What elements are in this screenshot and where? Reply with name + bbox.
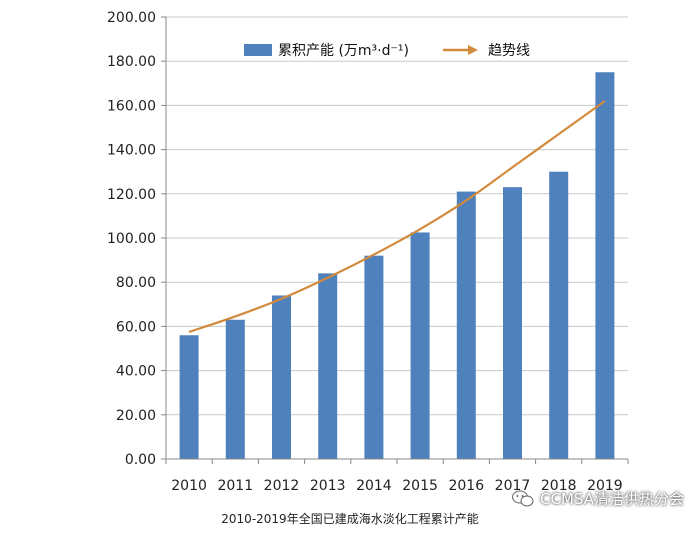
legend: 累积产能 (万m³·d⁻¹) 趋势线 [244, 43, 530, 59]
y-tick-label: 20.00 [116, 408, 156, 424]
legend-bar-label: 累积产能 (万m³·d⁻¹) [278, 43, 409, 59]
y-tick-label: 80.00 [116, 275, 156, 291]
legend-trend-label: 趋势线 [488, 43, 530, 59]
y-tick-label: 40.00 [116, 364, 156, 380]
wechat-icon [512, 490, 534, 506]
watermark: CCMSA清洁供热分会 [512, 488, 684, 509]
y-tick-label: 160.00 [107, 98, 156, 114]
x-tick-label: 2013 [310, 478, 346, 494]
x-tick-label: 2016 [448, 478, 484, 494]
x-tick-label: 2018 [541, 478, 577, 494]
bar-2017 [503, 187, 522, 460]
bar-2010 [179, 335, 199, 459]
x-tick-label: 2015 [402, 478, 438, 494]
x-tick-label: 2017 [495, 478, 531, 494]
legend-bar-swatch [244, 44, 272, 56]
y-tick-labels: 0.00 20.00 40.00 60.00 80.00 100.00 120.00 140.… [107, 10, 156, 468]
y-tick-label: 120.00 [107, 187, 156, 203]
y-tick-label: 100.00 [107, 231, 156, 247]
bar-2016 [456, 191, 476, 459]
axes [165, 17, 629, 464]
x-tick-label: 2012 [264, 478, 300, 494]
y-tick-label: 60.00 [116, 319, 156, 335]
y-tick-label: 0.00 [125, 452, 156, 468]
x-tick-label: 2014 [356, 478, 392, 494]
bar-series [179, 72, 615, 460]
x-tick-label: 2010 [171, 478, 207, 494]
x-tick-label: 2019 [587, 478, 623, 494]
bar-2012 [272, 295, 291, 459]
y-tick-label: 140.00 [107, 143, 156, 159]
bar-2011 [225, 319, 245, 459]
bar-2013 [318, 273, 338, 459]
bar-2019 [595, 72, 615, 459]
legend-trend-arrow [468, 45, 478, 55]
trend-line [188, 100, 606, 333]
watermark-text: CCMSA清洁供热分会 [540, 490, 684, 508]
chart-caption: 2010-2019年全国已建成海水淡化工程累计产能 [221, 512, 479, 526]
y-tick-label: 200.00 [107, 10, 156, 26]
bar-2018 [549, 171, 569, 459]
bar-2014 [364, 255, 384, 459]
bar-2015 [410, 232, 430, 459]
x-tick-label: 2011 [217, 478, 253, 494]
y-tick-label: 180.00 [107, 54, 156, 70]
x-tick-labels: 2010 2011 2012 2013 2014 2015 2016 2017 2018 2019 [171, 478, 622, 494]
trend-line-series [188, 100, 606, 333]
